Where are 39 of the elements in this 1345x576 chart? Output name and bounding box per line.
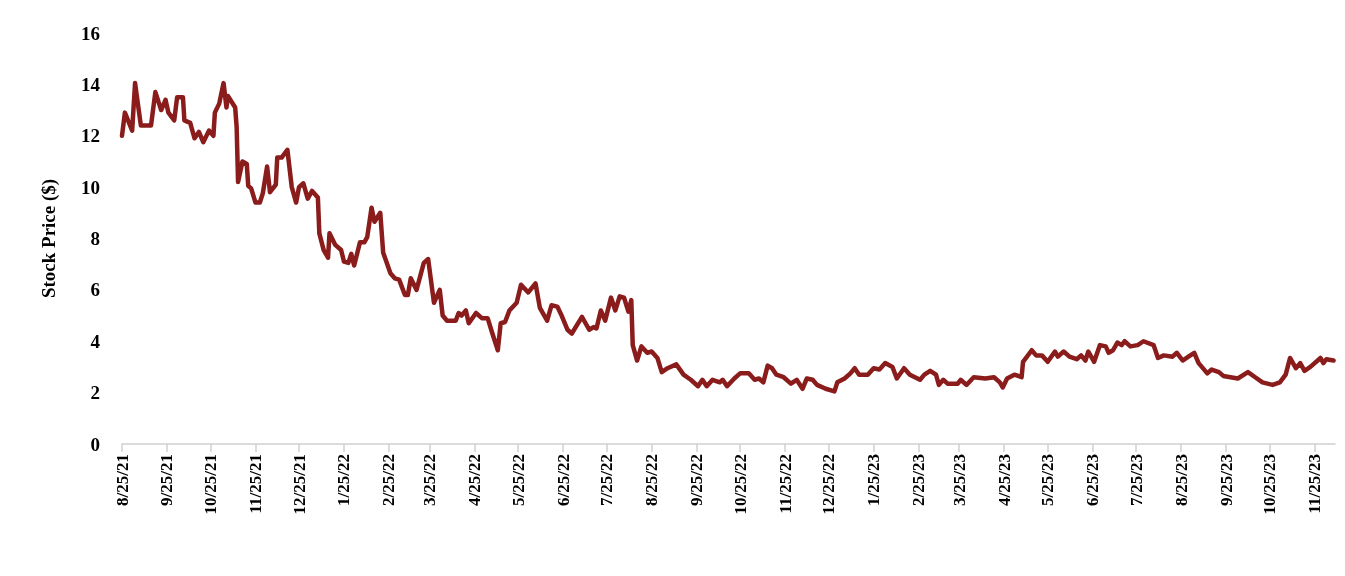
- y-axis-title: Stock Price ($): [38, 178, 60, 299]
- x-tick-label: 5/25/22: [508, 454, 528, 506]
- x-tick-label: 10/25/22: [730, 454, 750, 515]
- x-tick-label: 7/25/23: [1126, 454, 1146, 506]
- x-tick-label: 2/25/23: [909, 454, 929, 506]
- x-tick-label: 11/25/21: [245, 454, 265, 514]
- y-tick-label: 0: [90, 433, 100, 455]
- x-tick-label: 6/25/22: [553, 454, 573, 506]
- x-tick-label: 7/25/22: [597, 454, 617, 506]
- y-tick-label: 16: [81, 22, 100, 44]
- x-tick-label: 3/25/22: [420, 454, 440, 506]
- x-tick-label: 10/25/21: [201, 454, 221, 515]
- x-tick-label: 9/25/22: [687, 454, 707, 506]
- x-tick-label: 12/25/22: [819, 454, 839, 515]
- x-tick-label: 10/25/23: [1260, 454, 1280, 515]
- x-tick-label: 1/25/23: [864, 454, 884, 506]
- x-tick-label: 8/25/21: [112, 454, 132, 506]
- y-tick-label: 10: [81, 176, 100, 198]
- y-tick-label: 2: [90, 382, 100, 404]
- x-tick-label: 4/25/23: [994, 454, 1014, 506]
- x-tick-label: 9/25/21: [157, 454, 177, 506]
- x-tick-label: 3/25/23: [949, 454, 969, 506]
- x-tick-label: 9/25/23: [1216, 454, 1236, 506]
- y-tick-label: 12: [81, 125, 100, 147]
- x-tick-label: 11/25/22: [775, 454, 795, 514]
- line-series: [119, 80, 1336, 394]
- x-tick-label: 5/25/23: [1038, 454, 1058, 506]
- y-tick-label: 8: [90, 228, 100, 249]
- y-tick-label: 14: [81, 73, 101, 95]
- x-tick-label: 2/25/22: [379, 454, 399, 506]
- x-tick-label: 1/25/22: [334, 454, 354, 506]
- y-tick-label: 4: [90, 330, 101, 352]
- y-tick-label: 6: [90, 279, 100, 301]
- x-tick-label: 8/25/22: [642, 454, 662, 506]
- x-tick-label: 8/25/23: [1171, 454, 1191, 506]
- x-tick-label: 4/25/22: [465, 454, 485, 506]
- x-tick-label: 11/25/23: [1305, 454, 1325, 514]
- x-tick-label: 6/25/23: [1083, 454, 1103, 506]
- x-tick-label: 12/25/21: [289, 454, 309, 515]
